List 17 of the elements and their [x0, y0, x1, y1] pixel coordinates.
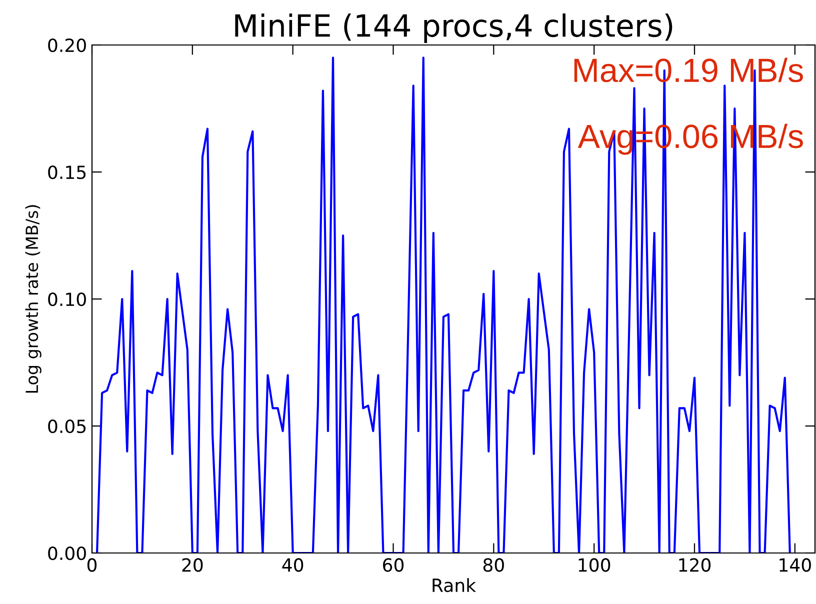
y-tick-label: 0.10 — [48, 292, 86, 306]
x-tick-label: 140 — [780, 558, 811, 572]
x-tick-label: 100 — [578, 558, 610, 572]
chart-title: MiniFE (144 procs,4 clusters) — [235, 13, 672, 44]
y-tick-label: 0.15 — [48, 165, 86, 180]
x-tick-label: 80 — [483, 558, 504, 572]
x-tick-label: 20 — [182, 558, 203, 572]
annotation: Max=0.19 MB/s — [574, 58, 803, 82]
y-tick-label: 0.00 — [48, 546, 86, 560]
x-tick-label: 120 — [679, 558, 711, 572]
y-axis-title: Log growth rate (MB/s) — [25, 205, 42, 393]
y-tick-label: 0.20 — [48, 38, 86, 52]
x-tick-label: 0 — [87, 558, 97, 572]
x-axis-title: Rank — [432, 578, 476, 592]
x-tick-label: 60 — [383, 558, 404, 572]
y-tick-label: 0.05 — [48, 419, 86, 434]
x-tick-label: 40 — [282, 558, 304, 572]
